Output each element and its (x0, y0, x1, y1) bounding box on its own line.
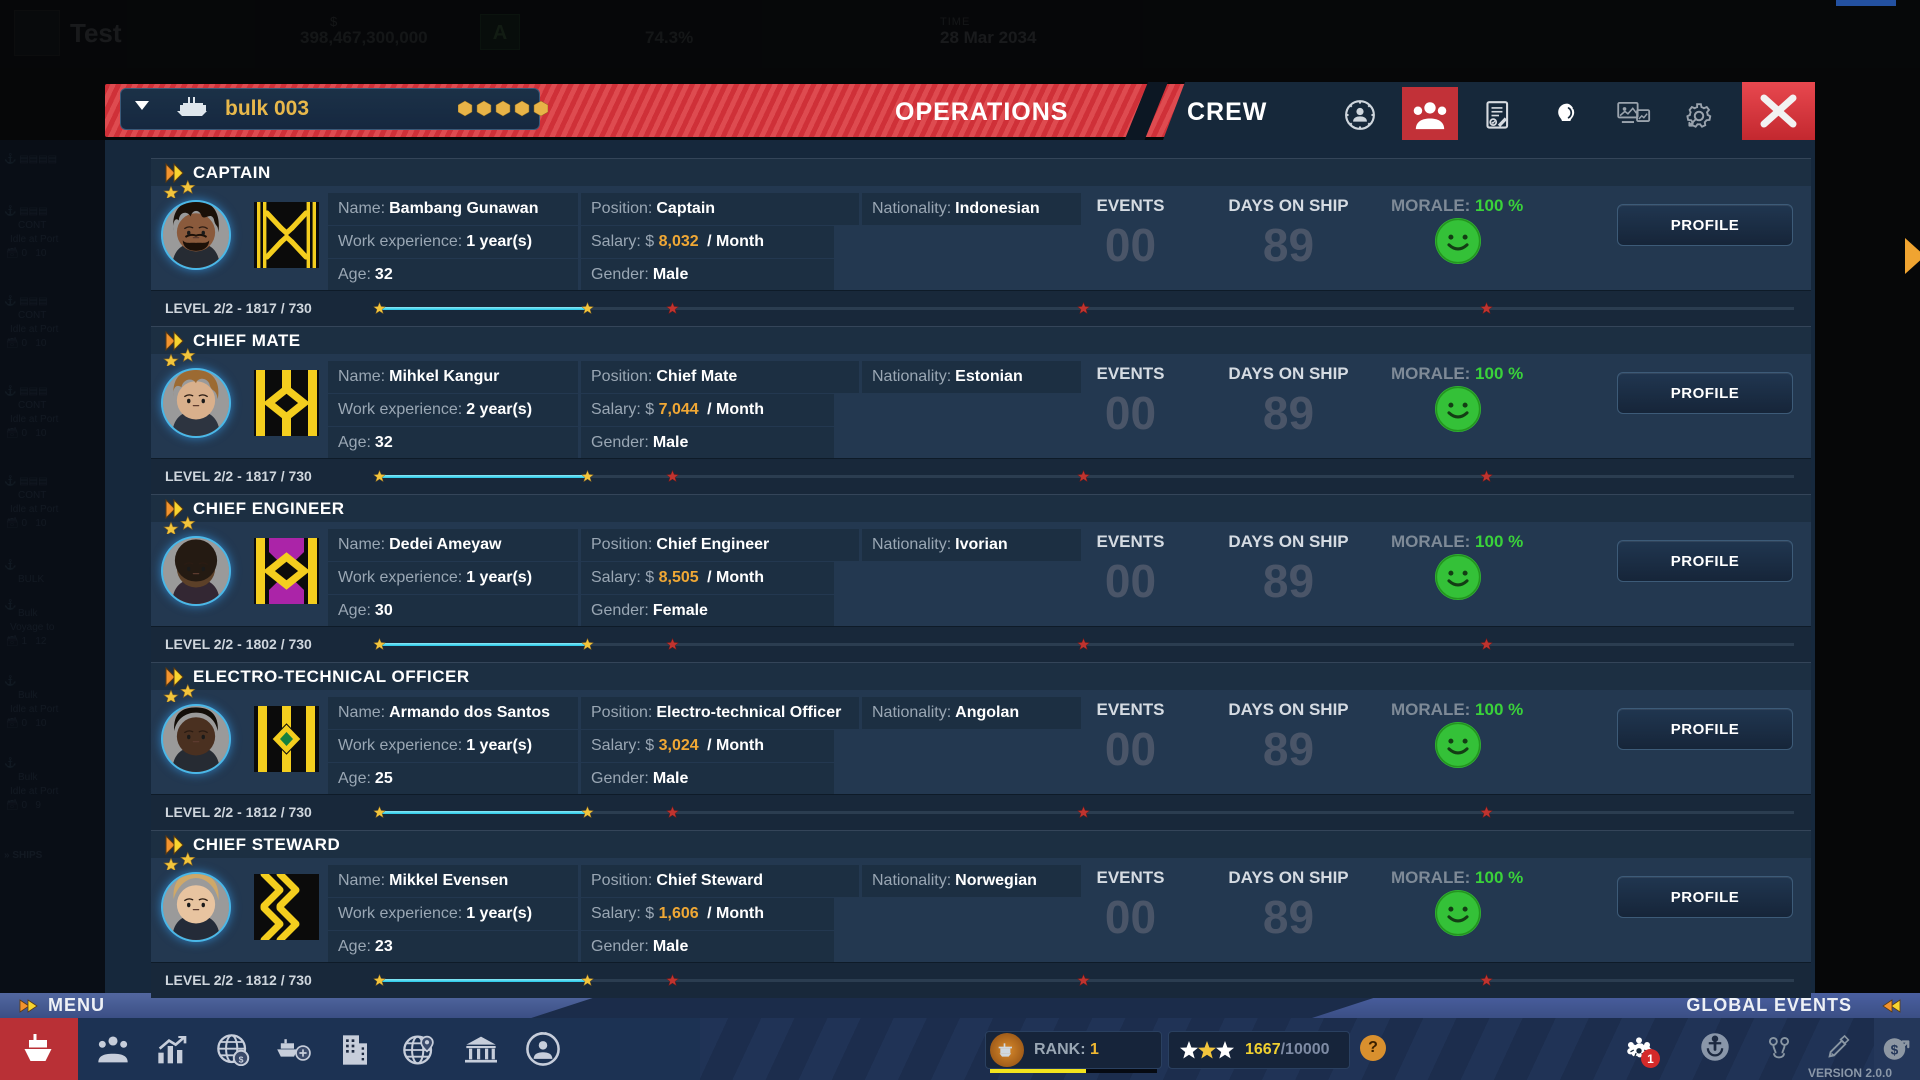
svg-text:$: $ (1891, 1043, 1899, 1058)
svg-text:$: $ (239, 1054, 244, 1064)
